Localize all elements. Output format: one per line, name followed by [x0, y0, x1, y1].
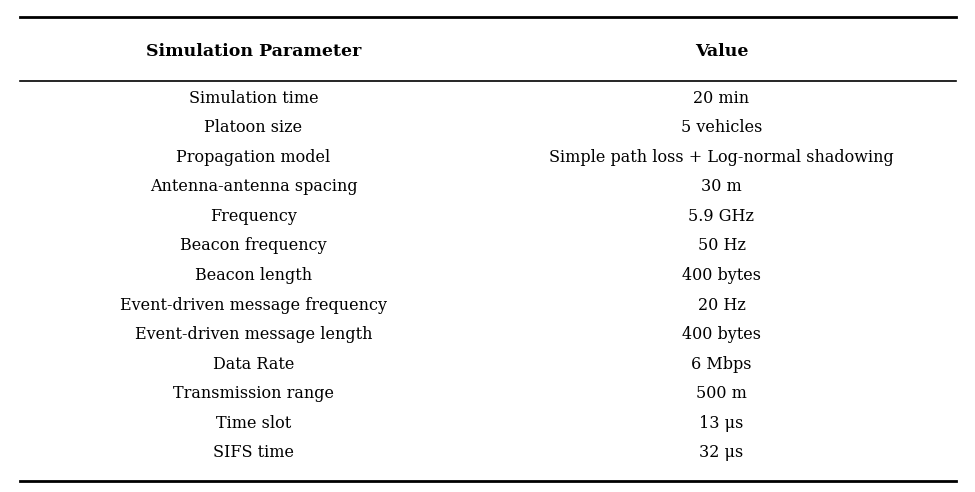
Text: Data Rate: Data Rate: [213, 356, 294, 372]
Text: 20 Hz: 20 Hz: [697, 297, 746, 313]
Text: 6 Mbps: 6 Mbps: [691, 356, 752, 372]
Text: 400 bytes: 400 bytes: [682, 267, 761, 284]
Text: 50 Hz: 50 Hz: [697, 238, 746, 254]
Text: Platoon size: Platoon size: [205, 120, 302, 136]
Text: Simulation time: Simulation time: [189, 90, 318, 107]
Text: Propagation model: Propagation model: [176, 149, 331, 166]
Text: Event-driven message frequency: Event-driven message frequency: [120, 297, 387, 313]
Text: 32 μs: 32 μs: [699, 444, 744, 461]
Text: 500 m: 500 m: [696, 385, 747, 402]
Text: 13 μs: 13 μs: [699, 415, 744, 431]
Text: 30 m: 30 m: [701, 179, 742, 195]
Text: Beacon frequency: Beacon frequency: [180, 238, 327, 254]
Text: Event-driven message length: Event-driven message length: [135, 326, 372, 343]
Text: Beacon length: Beacon length: [195, 267, 312, 284]
Text: Simple path loss + Log-normal shadowing: Simple path loss + Log-normal shadowing: [549, 149, 894, 166]
Text: Frequency: Frequency: [210, 208, 297, 225]
Text: SIFS time: SIFS time: [213, 444, 294, 461]
Text: Simulation Parameter: Simulation Parameter: [146, 43, 361, 60]
Text: 5 vehicles: 5 vehicles: [681, 120, 762, 136]
Text: Time slot: Time slot: [215, 415, 292, 431]
Text: 20 min: 20 min: [693, 90, 750, 107]
Text: 5.9 GHz: 5.9 GHz: [688, 208, 755, 225]
Text: Transmission range: Transmission range: [173, 385, 334, 402]
Text: Value: Value: [695, 43, 748, 60]
Text: 400 bytes: 400 bytes: [682, 326, 761, 343]
Text: Antenna-antenna spacing: Antenna-antenna spacing: [150, 179, 357, 195]
